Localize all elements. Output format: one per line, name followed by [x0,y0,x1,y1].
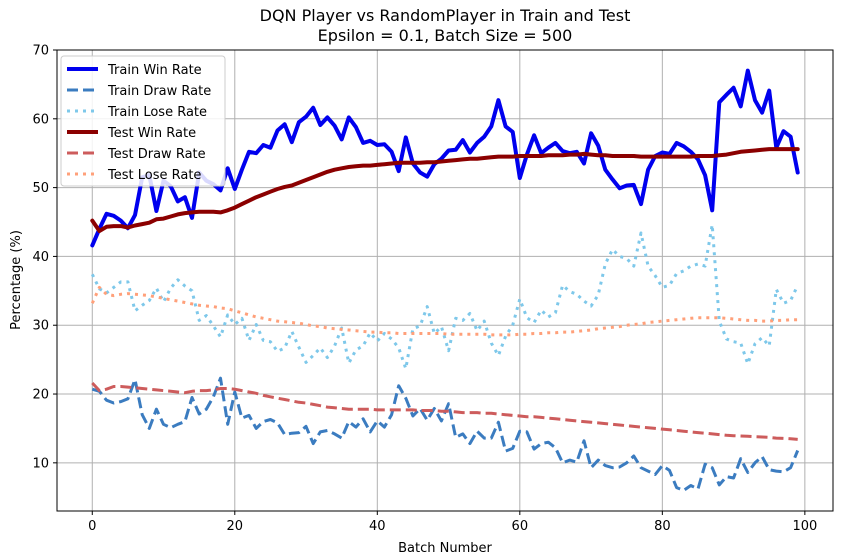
chart-subtitle: Epsilon = 0.1, Batch Size = 500 [318,26,573,45]
y-tick-label: 50 [32,181,49,196]
y-axis-label: Percentage (%) [9,230,24,330]
legend-label: Test Draw Rate [107,147,206,162]
chart-title: DQN Player vs RandomPlayer in Train and … [260,6,631,25]
x-axis-label: Batch Number [398,541,492,556]
legend: Train Win Rate Train Draw Rate Train Lose … [60,55,226,187]
series-line-test-lose-rate [90,285,798,337]
x-tick-label: 0 [88,519,96,534]
grid [57,49,833,511]
legend-label: Test Lose Rate [107,168,201,183]
legend-label: Train Win Rate [107,63,202,78]
y-tick-label: 10 [32,456,49,471]
x-tick-label: 100 [792,519,817,534]
legend-label: Train Draw Rate [107,84,211,99]
x-tick-label: 20 [227,519,244,534]
plot-frame [56,49,834,512]
series-line-test-draw-rate [91,381,798,441]
legend-label: Train Lose Rate [107,105,207,120]
x-tick-label: 80 [654,519,671,534]
y-tick-label: 60 [32,112,49,127]
y-tick-label: 70 [32,44,49,59]
legend-label: Test Win Rate [107,126,196,141]
y-tick-label: 30 [32,319,49,334]
legend-box [60,55,226,187]
x-tick-label: 60 [512,519,529,534]
y-tick-label: 20 [32,388,49,403]
y-tick-label: 40 [32,250,49,265]
series-line-test-win-rate [90,147,800,233]
axis-ticks: 0 20 40 60 80 100 10 20 30 40 50 60 70 [32,44,817,535]
series-line-train-lose-rate [90,223,800,371]
x-tick-label: 40 [369,519,386,534]
